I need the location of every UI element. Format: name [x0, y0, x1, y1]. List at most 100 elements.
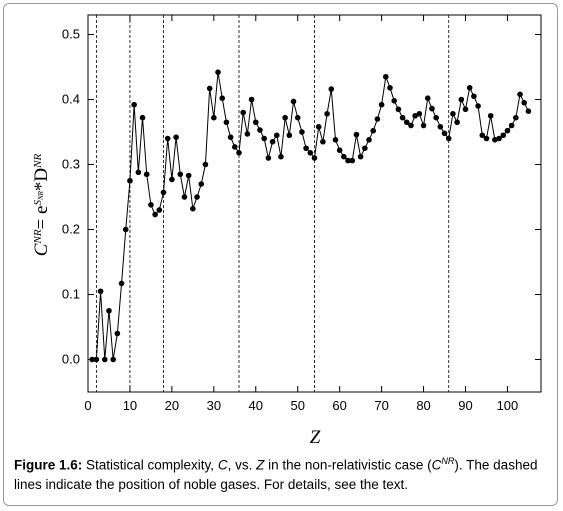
data-point — [307, 150, 314, 156]
data-point — [311, 155, 318, 161]
data-point — [328, 86, 335, 92]
x-tick-label: 40 — [249, 398, 263, 413]
caption-text: Z — [256, 457, 265, 473]
data-point — [164, 135, 171, 142]
data-point — [445, 135, 452, 142]
data-point — [353, 131, 360, 138]
data-point — [190, 205, 196, 212]
data-point — [441, 130, 448, 137]
data-point — [219, 95, 226, 101]
data-point — [429, 105, 435, 112]
data-point — [206, 85, 213, 92]
data-point — [332, 137, 339, 143]
data-point — [198, 181, 205, 187]
caption-text: C — [431, 457, 442, 473]
data-point — [127, 177, 133, 184]
data-point — [454, 119, 460, 126]
data-point — [521, 99, 528, 106]
data-point — [320, 138, 326, 145]
data-point — [383, 73, 389, 80]
data-point — [110, 356, 116, 363]
data-point — [106, 307, 112, 314]
data-point — [122, 226, 129, 233]
data-point — [299, 129, 305, 135]
caption-text: C — [217, 457, 228, 473]
data-point — [286, 132, 293, 139]
data-point — [525, 108, 532, 114]
data-point — [391, 98, 397, 104]
data-point — [403, 119, 410, 126]
data-point — [349, 157, 356, 164]
data-point — [252, 119, 259, 126]
y-label-part: NR — [32, 154, 44, 169]
data-point — [135, 169, 142, 176]
data-point — [450, 111, 456, 117]
data-point — [357, 153, 364, 160]
data-point — [101, 356, 108, 363]
data-point — [257, 127, 263, 133]
data-point — [278, 153, 284, 160]
x-tick-label: 30 — [207, 398, 221, 413]
data-point — [290, 98, 297, 105]
y-axis-label: CNR= eSNR*DNR — [31, 154, 52, 257]
figure-frame — [3, 3, 558, 506]
y-label-part: NR — [37, 190, 45, 201]
data-point — [143, 171, 150, 178]
y-tick-label: 0.5 — [62, 27, 80, 42]
x-tick-label: 50 — [290, 398, 304, 413]
data-point — [504, 127, 511, 134]
data-point — [336, 147, 343, 153]
x-tick-label: 90 — [458, 398, 472, 413]
data-point — [513, 114, 519, 121]
data-point — [466, 85, 473, 91]
caption-text: ). The dashed lines indicate the positio… — [14, 457, 538, 492]
data-point — [374, 116, 381, 122]
data-point — [232, 144, 238, 150]
data-point — [437, 124, 444, 130]
data-point — [114, 330, 121, 337]
data-point — [483, 135, 490, 142]
y-tick-label: 0.0 — [62, 352, 80, 367]
data-point — [227, 134, 234, 140]
x-tick-label: 80 — [416, 398, 430, 413]
data-point — [517, 91, 523, 98]
data-point — [366, 137, 372, 143]
caption-text: NR — [441, 456, 455, 466]
data-point — [131, 101, 137, 108]
y-tick-label: 0.1 — [62, 287, 80, 302]
data-point — [420, 122, 427, 129]
data-point — [471, 93, 477, 100]
data-point — [223, 119, 230, 126]
data-point — [236, 150, 242, 156]
data-point — [152, 211, 158, 218]
y-tick-label: 0.4 — [62, 92, 80, 107]
data-point — [315, 124, 322, 130]
data-point — [248, 96, 255, 103]
data-point — [265, 155, 272, 161]
caption-text: , vs. — [227, 457, 257, 473]
caption-text: Statistical complexity, — [82, 457, 218, 473]
caption: Figure 1.6: Statistical complexity, C, v… — [14, 452, 552, 494]
y-tick-label: 0.2 — [62, 222, 80, 237]
y-tick-label: 0.3 — [62, 157, 80, 172]
data-point — [433, 114, 439, 121]
data-point — [139, 114, 146, 121]
data-point — [362, 145, 368, 152]
data-point — [118, 280, 125, 287]
data-point — [416, 111, 423, 117]
data-point — [160, 189, 167, 196]
data-point — [282, 114, 288, 121]
data-point — [496, 135, 502, 142]
data-point — [370, 127, 377, 134]
x-tick-label: 100 — [497, 398, 519, 413]
data-point — [462, 106, 469, 113]
x-tick-label: 20 — [165, 398, 179, 413]
x-tick-label: 0 — [84, 398, 91, 413]
data-point — [185, 172, 192, 179]
data-point — [341, 153, 347, 160]
x-tick-label: 70 — [374, 398, 388, 413]
y-label-part: = e — [31, 206, 52, 230]
data-point — [399, 114, 406, 121]
data-point — [261, 135, 267, 142]
data-point — [97, 288, 104, 295]
